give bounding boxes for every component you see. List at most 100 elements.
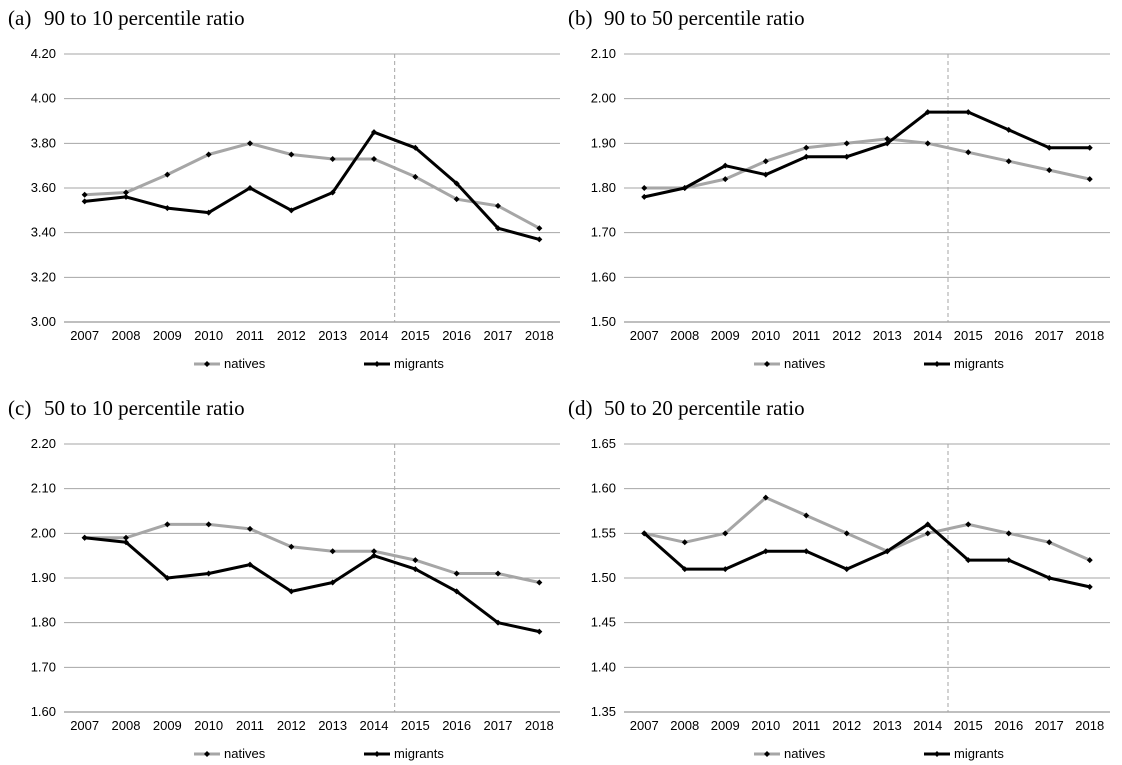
data-point-migrants bbox=[884, 548, 891, 555]
data-point-migrants bbox=[641, 530, 648, 537]
data-point-migrants bbox=[371, 552, 377, 559]
series-line-natives bbox=[84, 141, 541, 230]
legend-marker-natives bbox=[764, 361, 770, 367]
data-point-migrants bbox=[288, 207, 295, 214]
legend-label-natives: natives bbox=[224, 746, 266, 761]
y-tick-label: 1.60 bbox=[591, 481, 616, 496]
series-line-migrants bbox=[84, 536, 540, 634]
data-point-migrants bbox=[762, 171, 769, 178]
legend-marker-migrants bbox=[934, 751, 940, 757]
y-tick-label: 3.80 bbox=[31, 135, 56, 150]
data-point-natives bbox=[762, 158, 769, 165]
legend-label-migrants: migrants bbox=[954, 746, 1004, 761]
data-point-natives bbox=[722, 530, 729, 537]
x-tick-label: 2014 bbox=[913, 718, 942, 733]
x-tick-label: 2008 bbox=[112, 328, 141, 343]
x-tick-label: 2010 bbox=[194, 328, 223, 343]
data-point-migrants bbox=[803, 548, 810, 555]
data-point-natives bbox=[1086, 176, 1093, 183]
x-tick-label: 2009 bbox=[153, 328, 182, 343]
panel-label-b: (b) bbox=[568, 6, 593, 30]
data-point-natives bbox=[288, 543, 295, 550]
legend-label-natives: natives bbox=[224, 356, 266, 371]
y-tick-label: 1.70 bbox=[31, 659, 56, 674]
data-point-natives bbox=[123, 189, 129, 196]
data-point-natives bbox=[722, 176, 729, 183]
y-tick-label: 2.00 bbox=[31, 525, 56, 540]
data-point-migrants bbox=[884, 140, 891, 147]
x-tick-label: 2018 bbox=[525, 718, 554, 733]
data-point-natives bbox=[288, 151, 295, 158]
legend-marker-natives bbox=[764, 751, 770, 757]
y-tick-label: 2.00 bbox=[591, 91, 616, 106]
data-point-natives bbox=[965, 149, 972, 156]
data-point-migrants bbox=[288, 588, 295, 595]
data-point-migrants bbox=[1005, 557, 1012, 564]
data-point-migrants bbox=[205, 209, 212, 216]
x-tick-label: 2017 bbox=[484, 718, 513, 733]
panel-title-text-b: 90 to 50 percentile ratio bbox=[604, 6, 805, 30]
series-line-migrants bbox=[643, 522, 1091, 589]
x-tick-label: 2014 bbox=[913, 328, 942, 343]
data-point-natives bbox=[495, 570, 501, 577]
y-tick-label: 1.90 bbox=[31, 570, 56, 585]
data-point-natives bbox=[843, 530, 850, 537]
y-tick-label: 1.80 bbox=[31, 615, 56, 630]
panel-title-text-d: 50 to 20 percentile ratio bbox=[604, 396, 805, 420]
data-point-migrants bbox=[247, 561, 253, 568]
y-tick-label: 1.80 bbox=[591, 180, 616, 195]
data-point-migrants bbox=[722, 162, 729, 169]
data-point-migrants bbox=[164, 205, 171, 212]
data-point-migrants bbox=[371, 129, 377, 136]
panel-title-b: (b) 90 to 50 percentile ratio bbox=[568, 6, 805, 31]
y-tick-label: 4.20 bbox=[31, 46, 56, 61]
data-point-migrants bbox=[843, 566, 850, 573]
data-point-migrants bbox=[123, 193, 129, 200]
y-tick-label: 2.10 bbox=[31, 481, 56, 496]
x-tick-label: 2008 bbox=[670, 718, 699, 733]
data-point-natives bbox=[965, 521, 972, 528]
legend-label-natives: natives bbox=[784, 356, 826, 371]
y-tick-label: 1.60 bbox=[31, 704, 56, 719]
data-point-migrants bbox=[1086, 583, 1093, 590]
chart-panel-b: (b) 90 to 50 percentile ratio 1.50 1.60 1.7… bbox=[568, 6, 1118, 376]
chart-panel-c: (c) 50 to 10 percentile ratio 1.60 1.70 1.8… bbox=[8, 396, 568, 764]
data-point-natives bbox=[81, 191, 88, 198]
x-tick-label: 2010 bbox=[194, 718, 223, 733]
x-tick-label: 2012 bbox=[277, 718, 306, 733]
x-tick-label: 2015 bbox=[401, 718, 430, 733]
panel-title-c: (c) 50 to 10 percentile ratio bbox=[8, 396, 245, 421]
data-point-natives bbox=[412, 173, 419, 180]
panel-title-d: (d) 50 to 20 percentile ratio bbox=[568, 396, 805, 421]
x-tick-label: 2013 bbox=[873, 328, 902, 343]
x-tick-label: 2014 bbox=[360, 718, 389, 733]
series-line-natives bbox=[644, 137, 1091, 190]
panel-title-text-c: 50 to 10 percentile ratio bbox=[44, 396, 245, 420]
x-tick-label: 2007 bbox=[630, 328, 659, 343]
data-point-migrants bbox=[536, 628, 543, 635]
data-point-migrants bbox=[453, 180, 460, 187]
x-tick-label: 2016 bbox=[994, 328, 1023, 343]
x-tick-label: 2017 bbox=[484, 328, 513, 343]
data-point-natives bbox=[843, 140, 850, 147]
y-tick-label: 3.20 bbox=[31, 269, 56, 284]
data-point-migrants bbox=[1046, 575, 1053, 581]
data-point-migrants bbox=[681, 185, 688, 191]
chart-panel-d: (d) 50 to 20 percentile ratio 1.35 1.40 1.4… bbox=[568, 396, 1118, 764]
data-point-natives bbox=[371, 548, 377, 555]
x-tick-label: 2010 bbox=[751, 718, 780, 733]
x-tick-label: 2008 bbox=[670, 328, 699, 343]
data-point-natives bbox=[536, 225, 543, 232]
y-tick-label: 1.65 bbox=[591, 436, 616, 451]
x-tick-label: 2007 bbox=[70, 328, 99, 343]
x-tick-label: 2016 bbox=[442, 718, 471, 733]
data-point-migrants bbox=[495, 619, 501, 626]
series-line-migrants bbox=[643, 110, 1090, 199]
chart-svg-c: 1.60 1.70 1.80 1.90 2.00 2.10 2.20 2007 2008 2009… bbox=[31, 436, 560, 761]
x-tick-label: 2007 bbox=[630, 718, 659, 733]
data-point-natives bbox=[247, 140, 253, 147]
y-tick-label: 3.40 bbox=[31, 225, 56, 240]
x-tick-label: 2011 bbox=[792, 328, 820, 343]
panel-label-d: (d) bbox=[568, 396, 593, 420]
data-point-natives bbox=[803, 144, 810, 151]
